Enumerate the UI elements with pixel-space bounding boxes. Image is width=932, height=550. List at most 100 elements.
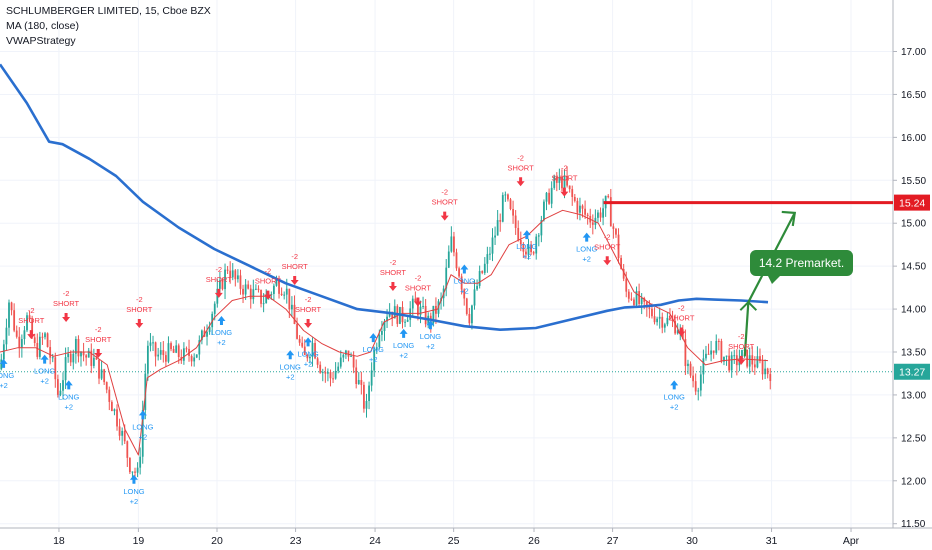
candle-body bbox=[190, 355, 193, 362]
candle-body bbox=[123, 430, 126, 442]
candle-body bbox=[625, 278, 628, 292]
candle-body bbox=[80, 351, 82, 357]
candle-body bbox=[293, 304, 296, 324]
short-signal-qty: -2 bbox=[738, 332, 745, 341]
candle-body bbox=[206, 331, 208, 337]
candle-body bbox=[689, 363, 692, 376]
long-signal-label: LONG bbox=[454, 276, 475, 285]
candle-body bbox=[252, 289, 255, 300]
candle-body bbox=[468, 313, 471, 324]
candle-body bbox=[378, 334, 381, 348]
candle-body bbox=[494, 235, 496, 238]
candle-body bbox=[337, 366, 340, 371]
candle-body bbox=[761, 361, 764, 375]
candle-body bbox=[226, 269, 229, 271]
candle-body bbox=[728, 355, 731, 371]
candle-body bbox=[49, 347, 52, 358]
short-signal-qty: -2 bbox=[265, 267, 272, 276]
candle-body bbox=[51, 357, 54, 359]
candle-body bbox=[620, 257, 622, 270]
candle-body bbox=[0, 359, 3, 370]
candle-body bbox=[239, 275, 242, 289]
long-signal-qty: +2 bbox=[217, 338, 226, 347]
candle-body bbox=[566, 175, 568, 186]
candle-body bbox=[419, 306, 422, 316]
candle-body bbox=[59, 390, 62, 395]
candle-body bbox=[584, 208, 586, 215]
short-signal-arrow bbox=[27, 330, 36, 340]
candle-body bbox=[152, 342, 154, 344]
candle-body bbox=[352, 355, 355, 368]
candle-body bbox=[702, 358, 705, 375]
candle-body bbox=[393, 306, 396, 319]
candle-body bbox=[476, 285, 478, 290]
strategy-label[interactable]: VWAPStrategy bbox=[6, 35, 76, 47]
candle-body bbox=[146, 345, 149, 374]
candle-body bbox=[746, 349, 749, 367]
x-tick-label: 25 bbox=[448, 535, 460, 547]
ma-indicator-label[interactable]: MA (180, close) bbox=[6, 20, 79, 32]
candle-body bbox=[44, 333, 46, 338]
candle-body bbox=[381, 331, 383, 335]
candle-body bbox=[545, 192, 548, 202]
long-signal-qty: +2 bbox=[369, 355, 378, 364]
candle-body bbox=[175, 345, 178, 353]
short-signal-label: SHORT bbox=[126, 305, 153, 314]
target-price-label: 15.24 bbox=[899, 197, 925, 209]
candle-body bbox=[558, 176, 561, 183]
candle-body bbox=[661, 316, 664, 328]
long-signal-arrow bbox=[129, 474, 138, 484]
long-signal-label: LONG bbox=[420, 332, 441, 341]
short-signal-arrow bbox=[677, 327, 686, 337]
long-signal-arrow bbox=[522, 230, 531, 240]
symbol-title[interactable]: SCHLUMBERGER LIMITED, 15, Cboe BZX bbox=[6, 5, 211, 17]
candle-body bbox=[170, 343, 172, 350]
candle-body bbox=[694, 381, 697, 392]
short-signal-qty: -2 bbox=[215, 265, 222, 274]
candle-body bbox=[126, 441, 129, 458]
long-signal-qty: +2 bbox=[582, 255, 591, 264]
candle-body bbox=[350, 355, 352, 357]
candle-body bbox=[579, 205, 581, 213]
candle-body bbox=[198, 340, 201, 355]
long-signal-label: LONG bbox=[132, 422, 153, 431]
y-tick-label: 16.50 bbox=[901, 90, 926, 101]
short-signal-arrow bbox=[135, 318, 144, 328]
short-signal-qty: -2 bbox=[561, 164, 568, 173]
short-signal-arrow bbox=[214, 288, 223, 298]
short-signal-arrow bbox=[413, 297, 422, 307]
candle-body bbox=[573, 196, 576, 201]
long-signal-qty: +2 bbox=[399, 351, 408, 360]
short-signal-qty: -2 bbox=[678, 304, 685, 313]
candle-body bbox=[417, 301, 419, 316]
candle-body bbox=[486, 254, 489, 264]
candle-body bbox=[306, 354, 309, 359]
candle-body bbox=[18, 336, 21, 348]
candle-body bbox=[100, 369, 103, 379]
candle-body bbox=[555, 176, 558, 183]
candle-body bbox=[730, 355, 733, 371]
long-signal-qty: +2 bbox=[426, 342, 435, 351]
short-signal-arrow bbox=[603, 256, 612, 266]
candle-body bbox=[550, 187, 553, 204]
short-signal-label: SHORT bbox=[728, 342, 755, 351]
candle-body bbox=[473, 289, 476, 306]
premarket-arrow bbox=[743, 212, 796, 357]
candle-body bbox=[599, 212, 602, 218]
candle-body bbox=[723, 356, 725, 362]
candle-body bbox=[247, 284, 250, 289]
candle-body bbox=[411, 298, 414, 309]
candle-body bbox=[735, 355, 738, 366]
candle-body bbox=[684, 339, 687, 367]
candle-body bbox=[586, 214, 589, 217]
long-signal-label: LONG bbox=[393, 341, 414, 350]
candle-body bbox=[260, 289, 262, 304]
short-signal-arrow bbox=[440, 211, 449, 221]
candle-body bbox=[345, 350, 347, 355]
candle-body bbox=[465, 298, 468, 314]
candle-body bbox=[332, 378, 334, 380]
candle-body bbox=[296, 323, 298, 339]
short-signal-qty: -2 bbox=[604, 232, 611, 241]
candle-body bbox=[422, 305, 424, 307]
